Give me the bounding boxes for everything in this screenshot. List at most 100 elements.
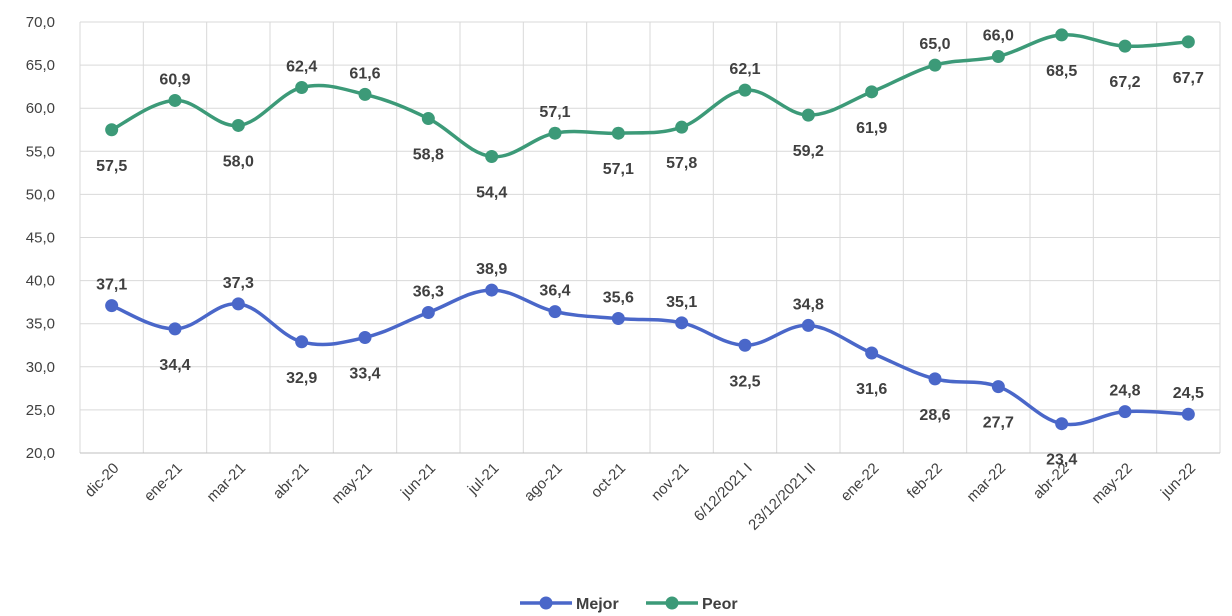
data-point-peor [421, 112, 435, 126]
data-point-peor [1181, 35, 1195, 49]
legend-label: Mejor [576, 596, 619, 613]
data-point-peor [801, 108, 815, 122]
data-point-mejor [865, 346, 879, 360]
y-tick-label: 70,0 [26, 14, 55, 31]
x-tick-label: dic-20 [82, 460, 123, 501]
data-point-mejor [485, 283, 499, 297]
data-point-mejor [421, 305, 435, 319]
data-labels: 37,1 34,4 37,3 32,9 33,4 36,3 38,9 36,4 35,6 35,1… [96, 27, 1204, 468]
y-tick-label: 60,0 [26, 100, 55, 117]
x-tick-label: feb-22 [904, 460, 946, 502]
data-point-mejor [548, 305, 562, 319]
data-point-mejor [611, 312, 625, 326]
data-label-mejor: 35,6 [603, 290, 634, 307]
data-point-mejor [295, 335, 309, 349]
y-tick-label: 50,0 [26, 186, 55, 203]
data-point-peor [231, 118, 245, 132]
data-point-peor [295, 81, 309, 95]
y-tick-label: 30,0 [26, 359, 55, 376]
data-point-mejor [991, 380, 1005, 394]
y-tick-label: 55,0 [26, 143, 55, 160]
data-point-peor [105, 123, 119, 137]
data-point-peor [1118, 39, 1132, 53]
data-point-peor [611, 126, 625, 140]
data-label-mejor: 33,4 [349, 365, 380, 382]
data-point-peor [991, 49, 1005, 63]
data-point-peor [865, 85, 879, 99]
x-tick-label: ene-21 [141, 460, 186, 505]
data-point-peor [928, 58, 942, 72]
y-tick-label: 20,0 [26, 445, 55, 462]
data-label-peor: 59,2 [793, 143, 824, 160]
data-label-mejor: 24,5 [1173, 385, 1204, 402]
data-label-mejor: 28,6 [919, 407, 950, 424]
data-label-peor: 68,5 [1046, 63, 1077, 80]
legend-label: Peor [702, 596, 738, 613]
x-tick-label: mar-21 [204, 460, 250, 506]
data-point-mejor [1118, 405, 1132, 419]
data-label-mejor: 32,5 [729, 373, 760, 390]
data-point-mejor [1181, 407, 1195, 421]
x-tick-label: jul-21 [464, 460, 503, 499]
data-point-mejor [801, 318, 815, 332]
x-axis-ticks: dic-20 ene-21 mar-21 abr-21 may-21 jun-21 jul-… [82, 460, 1200, 534]
legend: Mejor Peor [520, 596, 738, 613]
data-point-mejor [738, 338, 752, 352]
data-label-mejor: 34,4 [159, 357, 190, 374]
x-tick-label: 6/12/2021 I [691, 460, 756, 525]
data-point-mejor [105, 299, 119, 313]
data-label-peor: 61,6 [349, 65, 380, 82]
y-axis-ticks: 20,0 25,0 30,0 35,0 40,0 45,0 50,0 55,0 60,0 65,0… [26, 14, 55, 462]
grid [79, 21, 1221, 454]
data-label-mejor: 24,8 [1109, 383, 1140, 400]
data-point-mejor [928, 372, 942, 386]
x-tick-label: may-21 [328, 460, 375, 507]
data-label-peor: 60,9 [159, 71, 190, 88]
data-point-peor [738, 83, 752, 97]
x-tick-label: 23/12/2021 II [745, 460, 819, 534]
data-point-peor [1055, 28, 1069, 42]
data-label-mejor: 31,6 [856, 381, 887, 398]
series-points [105, 28, 1195, 431]
data-label-mejor: 32,9 [286, 370, 317, 387]
legend-swatch-marker [665, 596, 679, 610]
data-label-peor: 58,0 [223, 153, 254, 170]
data-label-mejor: 38,9 [476, 261, 507, 278]
data-point-mejor [1055, 417, 1069, 431]
y-tick-label: 25,0 [26, 402, 55, 419]
data-point-peor [548, 126, 562, 140]
data-point-mejor [168, 322, 182, 336]
y-tick-label: 65,0 [26, 57, 55, 74]
legend-swatch-marker [539, 596, 553, 610]
x-tick-label: ene-22 [837, 460, 882, 505]
data-label-mejor: 23,4 [1046, 452, 1077, 469]
data-label-peor: 62,1 [729, 61, 760, 78]
data-label-peor: 61,9 [856, 120, 887, 137]
data-label-peor: 67,2 [1109, 74, 1140, 91]
data-label-peor: 57,1 [603, 161, 634, 178]
data-label-peor: 62,4 [286, 59, 317, 76]
data-point-peor [675, 120, 689, 134]
data-label-peor: 65,0 [919, 36, 950, 53]
data-label-peor: 57,8 [666, 155, 697, 172]
data-label-peor: 57,5 [96, 158, 127, 175]
data-label-peor: 66,0 [983, 27, 1014, 44]
data-label-peor: 57,1 [539, 104, 570, 121]
x-tick-label: ago-21 [521, 460, 566, 505]
x-tick-label: may-22 [1088, 460, 1135, 507]
x-tick-label: jun-21 [397, 460, 439, 502]
data-label-mejor: 27,7 [983, 415, 1014, 432]
data-point-peor [358, 87, 372, 101]
data-point-mejor [358, 330, 372, 344]
x-tick-label: abr-21 [270, 460, 313, 503]
data-label-mejor: 34,8 [793, 296, 824, 313]
data-label-peor: 58,8 [413, 147, 444, 164]
y-tick-label: 45,0 [26, 230, 55, 247]
y-tick-label: 35,0 [26, 316, 55, 333]
data-label-mejor: 37,3 [223, 275, 254, 292]
x-tick-label: mar-22 [964, 460, 1010, 506]
data-point-mejor [675, 316, 689, 330]
x-tick-label: jun-22 [1157, 460, 1199, 502]
data-point-peor [168, 93, 182, 107]
